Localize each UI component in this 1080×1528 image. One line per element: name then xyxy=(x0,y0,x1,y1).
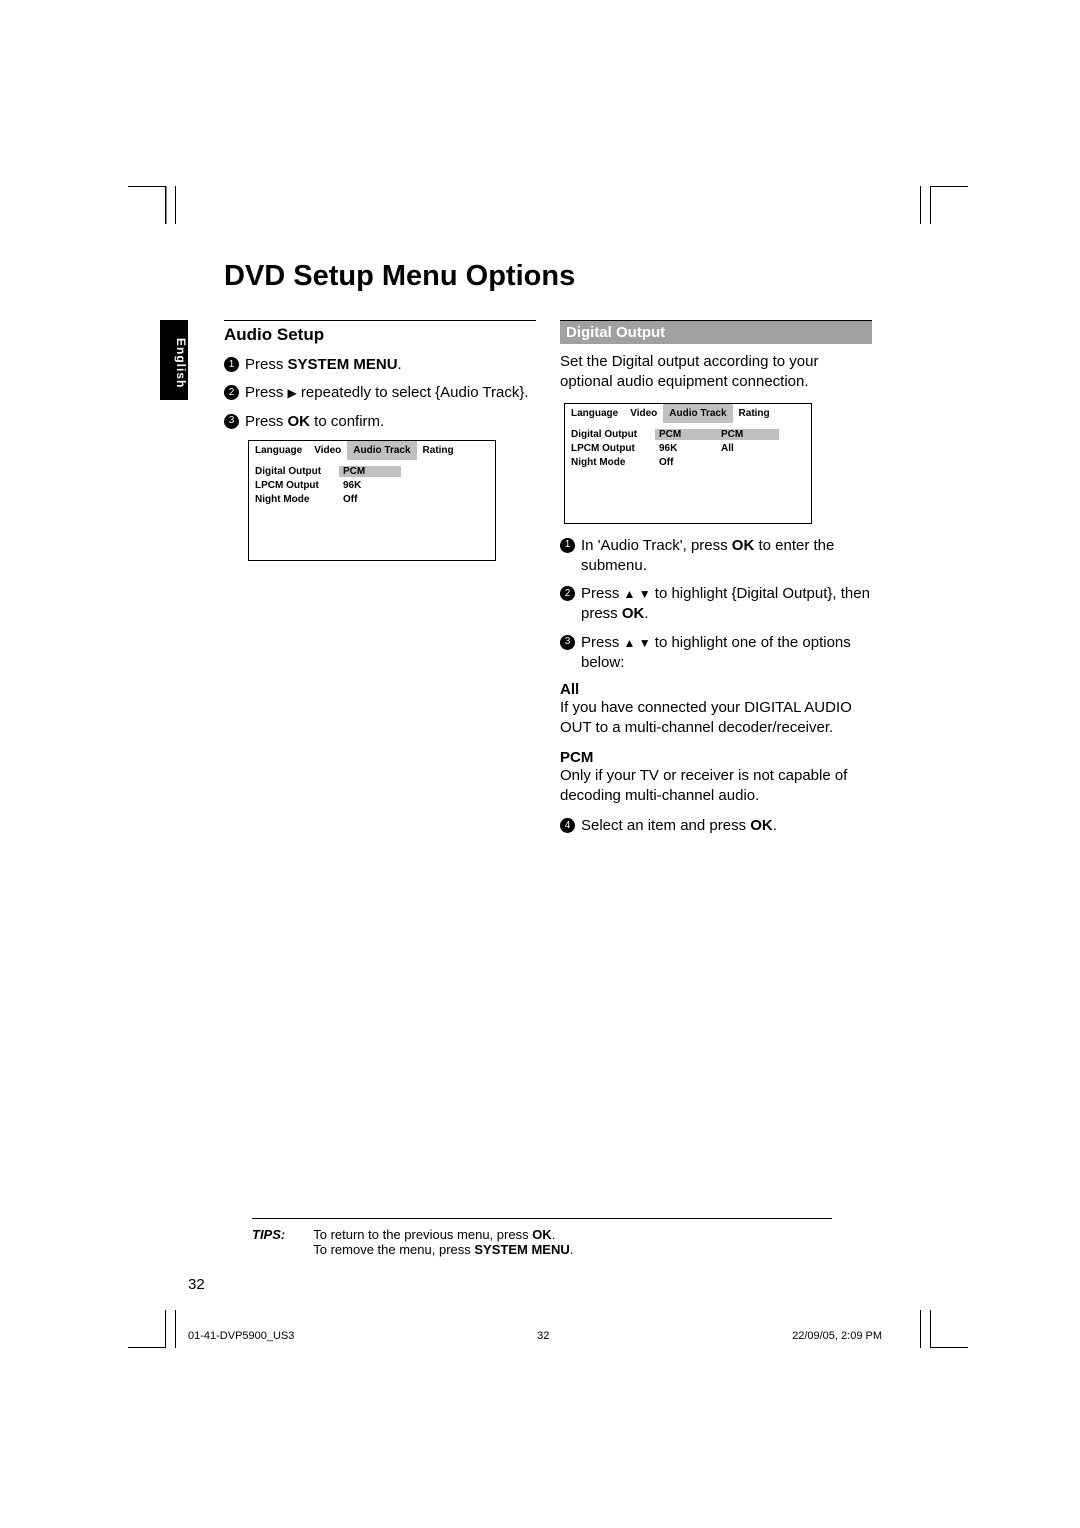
page-title: DVD Setup Menu Options xyxy=(224,260,575,293)
tips-box: TIPS: To return to the previous menu, pr… xyxy=(252,1218,832,1257)
menu-row-label: Digital Output xyxy=(255,466,333,477)
step-text: Press OK to confirm. xyxy=(245,412,384,432)
instruction-step: 4 Select an item and press OK. xyxy=(560,816,872,836)
option-pcm-label: PCM xyxy=(560,749,872,766)
tips-label: TIPS: xyxy=(252,1227,285,1257)
menu-screenshot-left: LanguageVideoAudio TrackRating Digital O… xyxy=(248,440,496,561)
instruction-step: 2 Press ▶ repeatedly to select {Audio Tra… xyxy=(224,383,536,403)
menu-tab: Rating xyxy=(733,404,776,423)
page-number: 32 xyxy=(188,1276,205,1293)
step-text: In 'Audio Track', press OK to enter the … xyxy=(581,536,872,577)
option-all-label: All xyxy=(560,681,872,698)
menu-tab: Video xyxy=(308,441,347,460)
menu-row-label: Night Mode xyxy=(255,494,333,505)
step-bullet: 3 xyxy=(560,635,575,650)
menu-tab: Audio Track xyxy=(347,441,416,460)
left-column: Audio Setup 1 Press SYSTEM MENU. 2 Press ▶ … xyxy=(224,320,536,573)
menu-row-label: Night Mode xyxy=(571,457,649,468)
instruction-step: 1 Press SYSTEM MENU. xyxy=(224,355,536,375)
language-tab: English xyxy=(160,320,188,400)
step-text: Press ▶ repeatedly to select {Audio Trac… xyxy=(245,383,529,403)
footer-file: 01-41-DVP5900_US3 xyxy=(188,1330,294,1342)
menu-row-extra: All xyxy=(717,443,779,454)
crop-mark xyxy=(128,1310,188,1350)
step-bullet: 2 xyxy=(224,385,239,400)
instruction-step: 3 Press OK to confirm. xyxy=(224,412,536,432)
section-head: Audio Setup xyxy=(224,320,536,345)
menu-row-value: Off xyxy=(339,494,401,505)
instruction-step: 1 In 'Audio Track', press OK to enter the… xyxy=(560,536,872,577)
menu-row-value: PCM xyxy=(655,429,717,440)
right-column: Digital Output Set the Digital output ac… xyxy=(560,320,872,844)
footer: 01-41-DVP5900_US3 32 22/09/05, 2:09 PM xyxy=(188,1330,882,1342)
step-bullet: 1 xyxy=(224,357,239,372)
tips-line: To return to the previous menu, press OK… xyxy=(313,1227,573,1242)
menu-row-label: Digital Output xyxy=(571,429,649,440)
menu-row-label: LPCM Output xyxy=(571,443,649,454)
crop-mark xyxy=(910,1310,970,1350)
tips-body: To return to the previous menu, press OK… xyxy=(313,1227,573,1257)
menu-row-value: 96K xyxy=(655,443,717,454)
footer-page: 32 xyxy=(537,1330,549,1342)
instruction-step: 3 Press ▲ ▼ to highlight one of the optio… xyxy=(560,633,872,674)
menu-tab: Video xyxy=(624,404,663,423)
step-text: Press ▲ ▼ to highlight {Digital Output},… xyxy=(581,584,872,625)
menu-row-label: LPCM Output xyxy=(255,480,333,491)
menu-tab: Language xyxy=(249,441,308,460)
crop-mark xyxy=(128,186,188,226)
menu-tab: Audio Track xyxy=(663,404,732,423)
menu-row-value: 96K xyxy=(339,480,401,491)
menu-row-value: PCM xyxy=(339,466,401,477)
option-pcm-body: Only if your TV or receiver is not capab… xyxy=(560,766,872,807)
step-text: Press ▲ ▼ to highlight one of the option… xyxy=(581,633,872,674)
sub-banner: Digital Output xyxy=(560,320,872,344)
option-all-body: If you have connected your DIGITAL AUDIO… xyxy=(560,698,872,739)
intro-text: Set the Digital output according to your… xyxy=(560,352,872,393)
step-bullet: 3 xyxy=(224,414,239,429)
footer-date: 22/09/05, 2:09 PM xyxy=(792,1330,882,1342)
step-text: Select an item and press OK. xyxy=(581,816,777,836)
menu-screenshot-right: LanguageVideoAudio TrackRating Digital O… xyxy=(564,403,812,524)
menu-row-value: Off xyxy=(655,457,717,468)
step-text: Press SYSTEM MENU. xyxy=(245,355,402,375)
tips-line: To remove the menu, press SYSTEM MENU. xyxy=(313,1242,573,1257)
step-bullet: 2 xyxy=(560,586,575,601)
menu-tab: Language xyxy=(565,404,624,423)
step-bullet: 1 xyxy=(560,538,575,553)
step-bullet: 4 xyxy=(560,818,575,833)
crop-mark xyxy=(910,186,970,226)
menu-tab: Rating xyxy=(417,441,460,460)
instruction-step: 2 Press ▲ ▼ to highlight {Digital Output}… xyxy=(560,584,872,625)
menu-row-extra: PCM xyxy=(717,429,779,440)
